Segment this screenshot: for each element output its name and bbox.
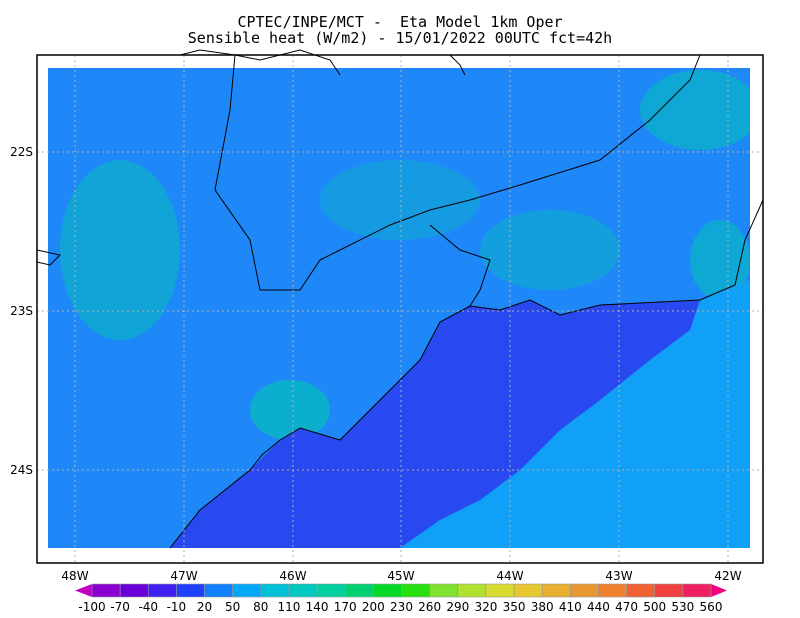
colorbar-label: 20 xyxy=(197,600,212,614)
colorbar-box xyxy=(457,583,487,598)
colorbar-box xyxy=(176,583,205,598)
colorbar-box xyxy=(429,583,459,598)
colorbar-label: 50 xyxy=(225,600,240,614)
colorbar-label: 170 xyxy=(334,600,357,614)
title-line1: CPTEC/INPE/MCT - Eta Model 1km Oper xyxy=(237,13,563,31)
state-border xyxy=(214,54,701,291)
colorbar-label: 530 xyxy=(671,600,694,614)
colorbar-box xyxy=(682,583,712,598)
lon-label: 42W xyxy=(714,569,741,583)
colorbar-box xyxy=(316,583,346,598)
colorbar-label: 80 xyxy=(253,600,268,614)
colorbar-label: 560 xyxy=(700,600,723,614)
lon-label: 47W xyxy=(170,569,197,583)
colorbar-box xyxy=(232,583,262,598)
colorbar-label: -40 xyxy=(138,600,158,614)
field xyxy=(48,68,750,548)
colorbar-label: 230 xyxy=(390,600,413,614)
colorbar-box xyxy=(344,583,374,598)
lon-label: 43W xyxy=(605,569,632,583)
state-border xyxy=(36,249,62,266)
colorbar-label: 320 xyxy=(474,600,497,614)
colorbar-box xyxy=(288,583,318,598)
colorbar-label: -70 xyxy=(110,600,130,614)
colorbar-label: 500 xyxy=(643,600,666,614)
lon-label: 48W xyxy=(61,569,88,583)
colorbar-box xyxy=(541,583,571,598)
colorbar-label: -100 xyxy=(78,600,105,614)
coastline xyxy=(36,49,764,549)
lat-label: 22S xyxy=(10,145,33,159)
colorbar: -100 -70 -40 -10 20 50 80 110 140 170 200 230 260 290… xyxy=(75,583,727,614)
lon-label: 46W xyxy=(279,569,306,583)
colorbar-box xyxy=(373,583,402,598)
colorbar-label: 260 xyxy=(418,600,441,614)
colorbar-box xyxy=(654,583,684,598)
lat-label: 24S xyxy=(10,463,33,477)
colorbar-box xyxy=(485,583,515,598)
colorbar-label: -10 xyxy=(167,600,187,614)
ocean-field xyxy=(170,300,700,548)
colorbar-box xyxy=(147,583,177,598)
colorbar-label: 110 xyxy=(278,600,301,614)
colorbar-label: 380 xyxy=(531,600,554,614)
lat-label: 23S xyxy=(10,304,33,318)
colorbar-label: 410 xyxy=(559,600,582,614)
gridlines xyxy=(37,55,763,563)
colorbar-box xyxy=(570,583,599,598)
colorbar-label: 290 xyxy=(446,600,469,614)
colorbar-label: 140 xyxy=(306,600,329,614)
land-highlights xyxy=(60,70,750,440)
colorbar-box xyxy=(401,583,430,598)
colorbar-over-triangle xyxy=(711,584,727,597)
colorbar-label: 200 xyxy=(362,600,385,614)
colorbar-box xyxy=(626,583,656,598)
colorbar-label: 470 xyxy=(615,600,638,614)
colorbar-label: 440 xyxy=(587,600,610,614)
colorbar-box xyxy=(204,583,233,598)
lon-label: 44W xyxy=(496,569,523,583)
colorbar-box xyxy=(598,583,627,598)
offshore-field xyxy=(400,280,750,548)
title-line2: Sensible heat (W/m2) - 15/01/2022 00UTC … xyxy=(187,29,613,47)
colorbar-box xyxy=(260,583,290,598)
lon-label: 45W xyxy=(387,569,414,583)
colorbar-box xyxy=(91,583,121,598)
colorbar-label: 350 xyxy=(503,600,526,614)
colorbar-box xyxy=(119,583,149,598)
map-frame xyxy=(36,54,764,564)
colorbar-box xyxy=(513,583,543,598)
colorbar-under-triangle xyxy=(75,584,92,597)
state-border xyxy=(429,224,491,307)
